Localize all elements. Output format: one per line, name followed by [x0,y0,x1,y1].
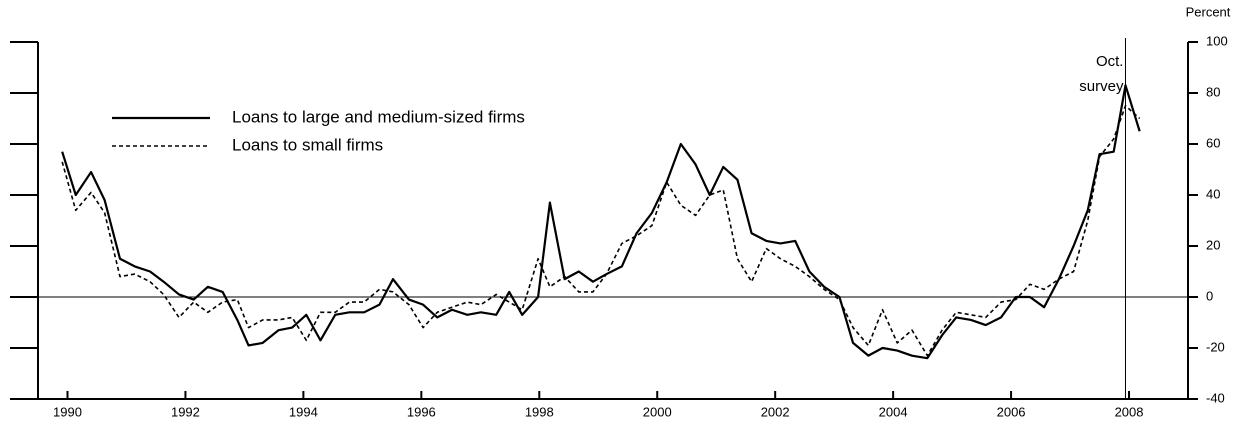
y-tick-label: 40 [1206,186,1220,201]
y-tick-label: 20 [1206,237,1220,252]
series-line [61,104,1141,357]
y-tick-label: 60 [1206,135,1220,150]
x-tick-label: 2002 [761,404,790,419]
legend-text: Loans to large and medium-sized firms [232,107,525,126]
x-tick-label: 1994 [289,404,318,419]
x-tick-label: 1990 [53,404,82,419]
x-tick-label: 1992 [171,404,200,419]
x-tick-label: 2004 [879,404,908,419]
y-tick-label: 80 [1206,84,1220,99]
x-tick-label: 1998 [525,404,554,419]
series-line [61,84,1141,360]
legend-text: Loans to small firms [232,135,383,154]
y-tick-label: 0 [1206,288,1213,303]
annotation-text: survey [1079,78,1124,95]
y-tick-label: -20 [1206,339,1225,354]
x-tick-label: 2006 [997,404,1026,419]
x-tick-label: 2008 [1115,404,1144,419]
y-tick-label: 100 [1206,33,1228,48]
y-tick-label: -40 [1206,390,1225,405]
y-axis-label: Percent [1186,4,1231,19]
annotation-text: Oct. [1096,53,1124,70]
x-tick-label: 2000 [643,404,672,419]
x-tick-label: 1996 [407,404,436,419]
